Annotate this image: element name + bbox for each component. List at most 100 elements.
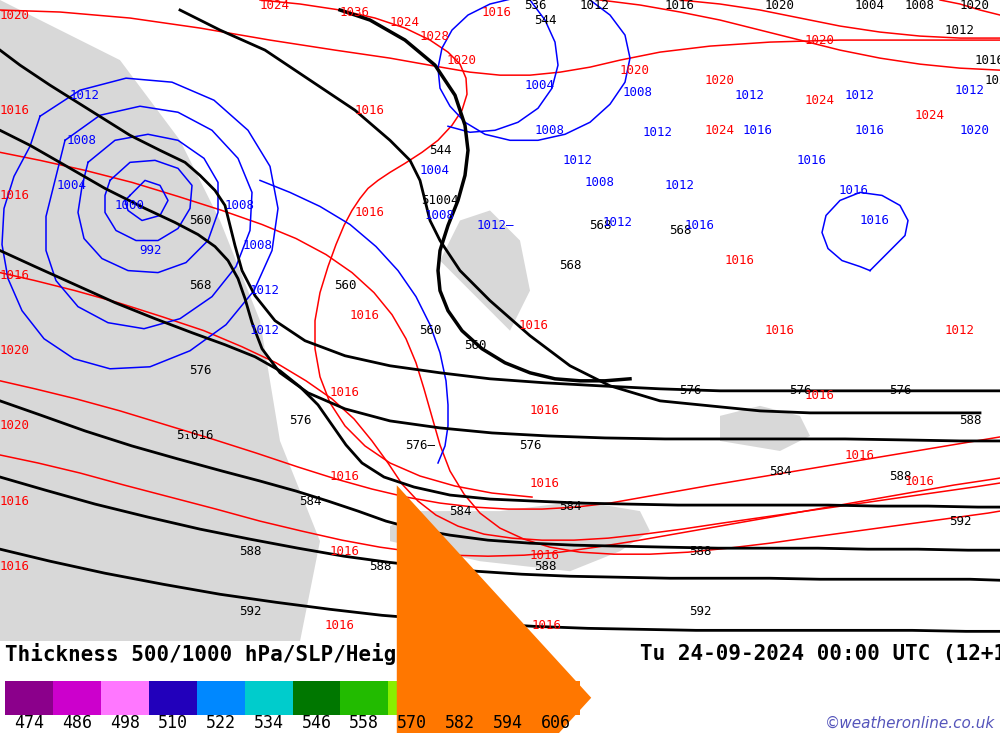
Text: 576: 576 xyxy=(679,384,701,397)
Text: 1012: 1012 xyxy=(955,84,985,97)
Text: 576: 576 xyxy=(519,440,541,452)
Text: 588: 588 xyxy=(369,560,391,572)
Text: 1008: 1008 xyxy=(905,0,935,12)
Text: 1020: 1020 xyxy=(0,419,30,432)
Text: 1020: 1020 xyxy=(805,34,835,47)
Text: 1020: 1020 xyxy=(985,74,1000,86)
Text: 1016: 1016 xyxy=(0,104,30,117)
Text: 1024: 1024 xyxy=(260,0,290,12)
Text: 1016: 1016 xyxy=(530,549,560,561)
Text: 576: 576 xyxy=(789,384,811,397)
Text: 588: 588 xyxy=(534,560,556,572)
Text: 1016: 1016 xyxy=(0,189,30,202)
Text: 1016: 1016 xyxy=(532,619,562,632)
Bar xyxy=(436,681,484,715)
Bar xyxy=(245,681,292,715)
Text: 588: 588 xyxy=(959,414,981,427)
Text: 1024: 1024 xyxy=(915,108,945,122)
Bar xyxy=(340,681,388,715)
Text: 546: 546 xyxy=(301,714,331,732)
Text: 1020: 1020 xyxy=(765,0,795,12)
Text: 588: 588 xyxy=(689,545,711,558)
Text: 1016: 1016 xyxy=(519,319,549,332)
Text: 568: 568 xyxy=(559,259,581,272)
Text: 582: 582 xyxy=(445,714,475,732)
Bar xyxy=(101,681,149,715)
Text: 1024: 1024 xyxy=(390,15,420,29)
Text: 544: 544 xyxy=(534,13,556,26)
Text: 1016: 1016 xyxy=(530,405,560,417)
Bar xyxy=(197,681,245,715)
Text: 1016: 1016 xyxy=(855,124,885,137)
Text: 570: 570 xyxy=(397,714,427,732)
Text: 576–: 576– xyxy=(405,440,435,452)
Text: 1016: 1016 xyxy=(325,619,355,632)
Bar xyxy=(532,681,580,715)
Text: 1016: 1016 xyxy=(330,386,360,399)
Text: 1008: 1008 xyxy=(425,209,455,222)
Text: 1012: 1012 xyxy=(250,324,280,337)
Text: 1016: 1016 xyxy=(905,474,935,487)
Text: 560: 560 xyxy=(334,279,356,292)
Text: 584: 584 xyxy=(299,495,321,507)
Text: 1024: 1024 xyxy=(705,124,735,137)
Text: 1008: 1008 xyxy=(535,124,565,137)
Text: 5₁016: 5₁016 xyxy=(176,430,214,443)
Text: 474: 474 xyxy=(14,714,44,732)
Text: 1016: 1016 xyxy=(482,6,512,18)
Text: 1016: 1016 xyxy=(975,54,1000,67)
Text: 498: 498 xyxy=(110,714,140,732)
Text: 1016: 1016 xyxy=(355,206,385,219)
Text: 560: 560 xyxy=(419,324,441,337)
Text: 1000: 1000 xyxy=(115,199,145,212)
Text: 1020: 1020 xyxy=(705,74,735,86)
Text: 534: 534 xyxy=(254,714,284,732)
Text: 1012: 1012 xyxy=(945,23,975,37)
Text: 576: 576 xyxy=(289,414,311,427)
Text: 1012: 1012 xyxy=(945,324,975,337)
Text: 1016: 1016 xyxy=(685,219,715,232)
Text: 1016: 1016 xyxy=(0,269,30,282)
Bar xyxy=(388,681,436,715)
Text: 1008: 1008 xyxy=(225,199,255,212)
Text: 592: 592 xyxy=(239,605,261,618)
Text: 558: 558 xyxy=(349,714,379,732)
Text: 576: 576 xyxy=(189,364,211,377)
Text: Thickness 500/1000 hPa/SLP/Height 500 hPa: Thickness 500/1000 hPa/SLP/Height 500 hP… xyxy=(5,644,523,666)
Text: 1012: 1012 xyxy=(603,216,633,229)
Text: 576: 576 xyxy=(889,384,911,397)
Text: 1016: 1016 xyxy=(0,560,30,572)
Text: 1016: 1016 xyxy=(845,449,875,463)
Text: 1004: 1004 xyxy=(57,179,87,192)
Text: 1016: 1016 xyxy=(860,214,890,227)
Text: 486: 486 xyxy=(62,714,92,732)
Text: 1016: 1016 xyxy=(797,154,827,167)
Text: 1028: 1028 xyxy=(420,29,450,43)
Text: 1016: 1016 xyxy=(355,104,385,117)
Text: 1012: 1012 xyxy=(70,89,100,102)
Text: 1016: 1016 xyxy=(725,254,755,267)
Text: 1008: 1008 xyxy=(623,86,653,99)
Text: 568: 568 xyxy=(189,279,211,292)
Text: ©weatheronline.co.uk: ©weatheronline.co.uk xyxy=(825,715,995,730)
Text: 51004: 51004 xyxy=(421,194,459,207)
Text: 560: 560 xyxy=(189,214,211,227)
Text: 592: 592 xyxy=(489,610,511,623)
Text: 1012: 1012 xyxy=(735,89,765,102)
Text: 584: 584 xyxy=(559,500,581,512)
Text: 1020: 1020 xyxy=(960,0,990,12)
Text: 1020: 1020 xyxy=(447,54,477,67)
Text: 510: 510 xyxy=(158,714,188,732)
Text: 1024: 1024 xyxy=(805,94,835,107)
Text: 1016: 1016 xyxy=(0,495,30,507)
Text: 1020: 1020 xyxy=(0,345,30,357)
Bar xyxy=(5,681,53,715)
Text: 536: 536 xyxy=(524,0,546,12)
Text: 1016: 1016 xyxy=(839,184,869,197)
Polygon shape xyxy=(440,210,530,331)
Text: 584: 584 xyxy=(769,465,791,477)
Text: 584: 584 xyxy=(449,504,471,517)
Text: 1016: 1016 xyxy=(743,124,773,137)
Text: 1008: 1008 xyxy=(67,134,97,147)
Text: 1016: 1016 xyxy=(330,470,360,482)
